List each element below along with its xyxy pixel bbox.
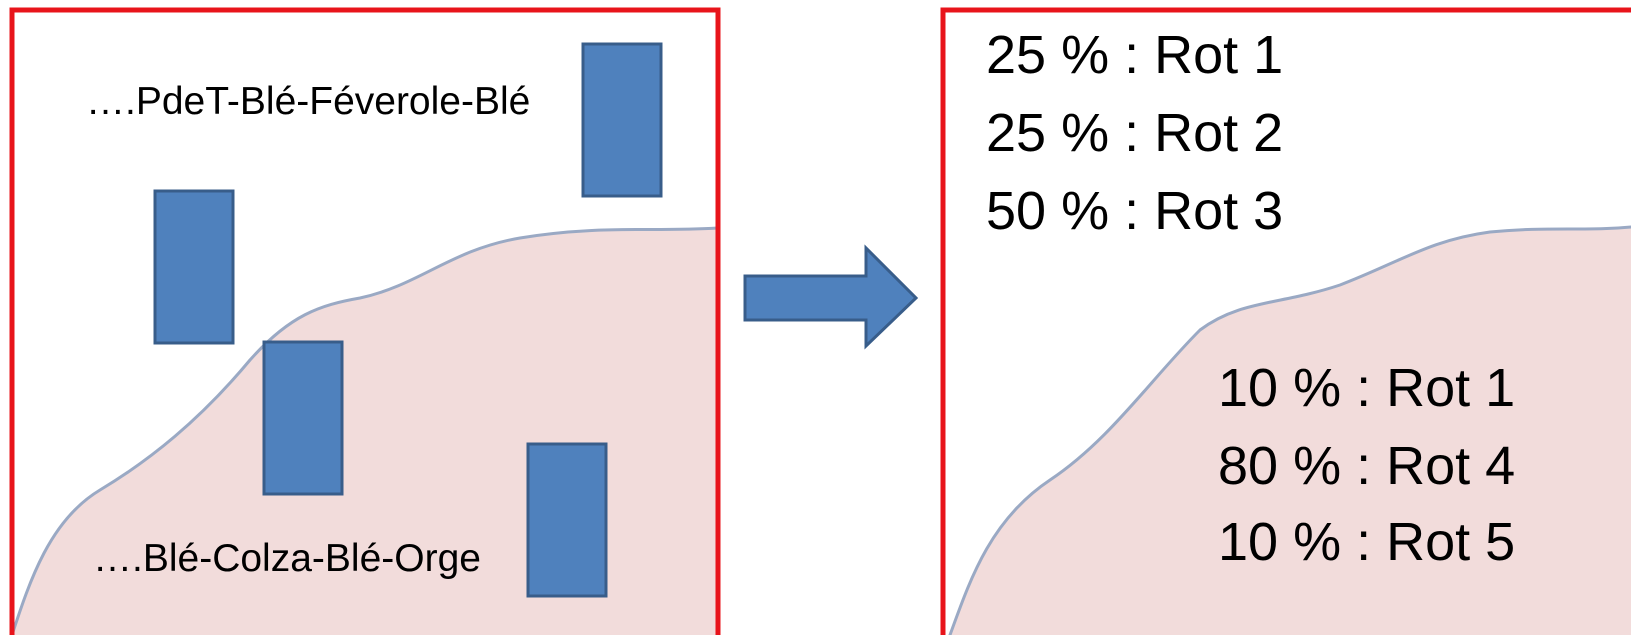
lower-share-line-2: 80 % : Rot 4	[1218, 436, 1515, 496]
block-top-right	[581, 42, 663, 198]
block-center	[262, 340, 344, 496]
upper-share-line-1: 25 % : Rot 1	[986, 25, 1283, 85]
right-panel-frame	[940, 7, 1631, 635]
left-panel: ….PdeT-Blé-Féverole-Blé ….Blé-Colza-Blé-…	[9, 7, 721, 635]
left-bottom-rotation-label: ….Blé-Colza-Blé-Orge	[93, 537, 481, 580]
upper-share-line-2: 25 % : Rot 2	[986, 103, 1283, 163]
left-panel-frame	[9, 7, 721, 635]
lower-share-line-3: 10 % : Rot 5	[1218, 512, 1515, 572]
block-left-middle	[153, 189, 235, 345]
lower-share-line-1: 10 % : Rot 1	[1218, 358, 1515, 418]
block-bottom-right	[526, 442, 608, 598]
right-arrow-icon	[743, 244, 919, 350]
left-top-rotation-label: ….PdeT-Blé-Féverole-Blé	[86, 80, 530, 123]
right-panel: 25 % : Rot 1 25 % : Rot 2 50 % : Rot 3 1…	[940, 7, 1631, 635]
upper-share-line-3: 50 % : Rot 3	[986, 181, 1283, 241]
right-soil-zone	[948, 225, 1631, 635]
